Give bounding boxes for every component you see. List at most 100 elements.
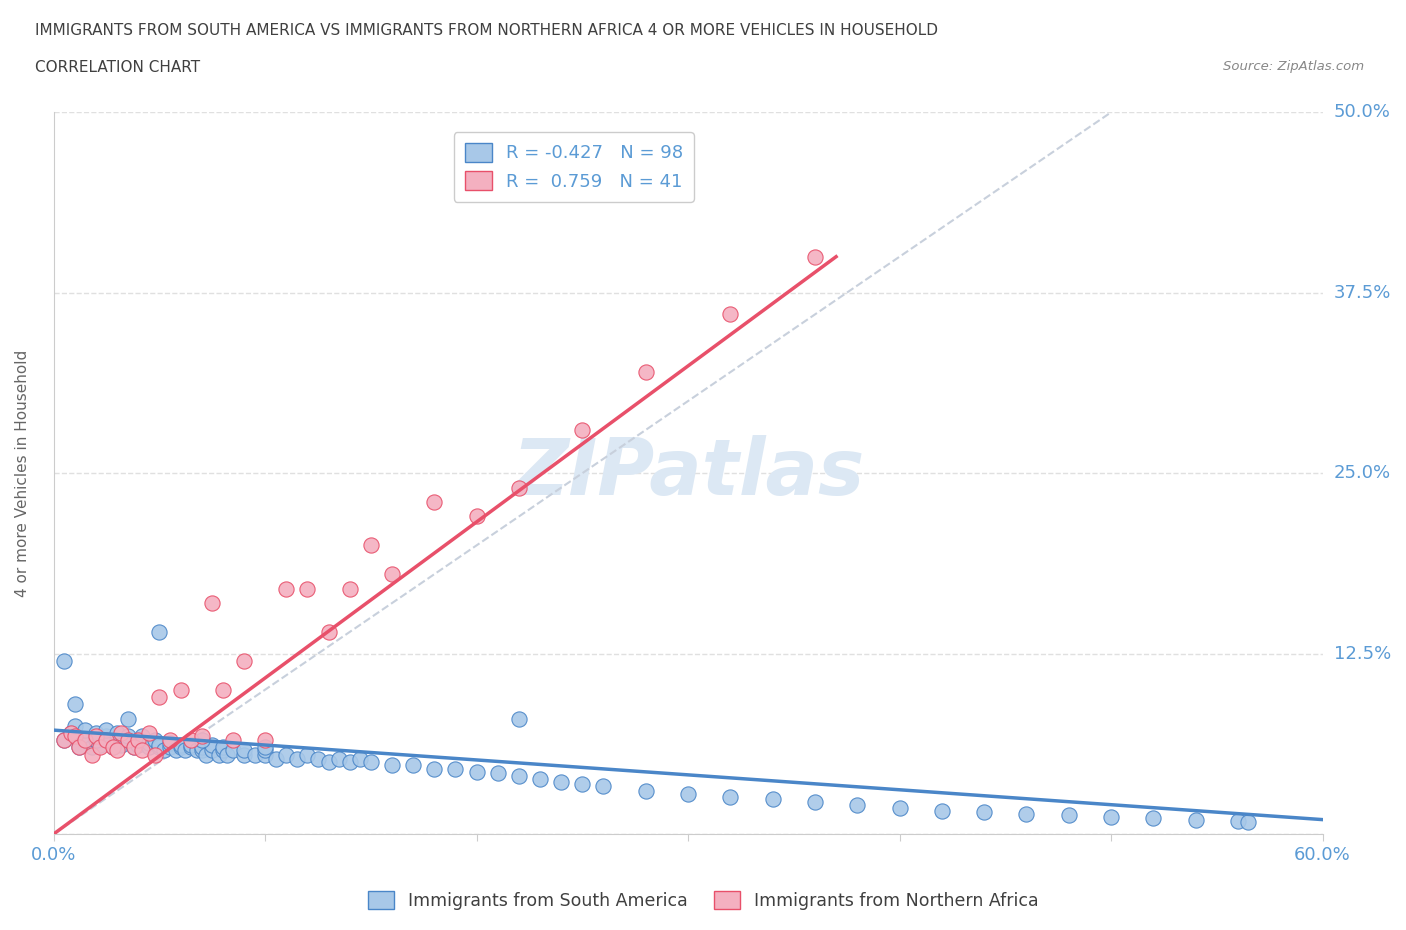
Point bbox=[571, 777, 593, 791]
Point bbox=[194, 747, 217, 762]
Point bbox=[264, 751, 287, 766]
Point bbox=[307, 751, 329, 766]
Point bbox=[718, 307, 741, 322]
Point bbox=[180, 733, 202, 748]
Legend: Immigrants from South America, Immigrants from Northern Africa: Immigrants from South America, Immigrant… bbox=[361, 884, 1045, 917]
Point bbox=[101, 740, 124, 755]
Legend: R = -0.427   N = 98, R =  0.759   N = 41: R = -0.427 N = 98, R = 0.759 N = 41 bbox=[454, 132, 695, 202]
Point bbox=[762, 792, 785, 807]
Point bbox=[254, 743, 277, 758]
Point bbox=[105, 733, 128, 748]
Point bbox=[80, 740, 103, 755]
Point bbox=[63, 718, 86, 733]
Point bbox=[211, 743, 233, 758]
Point bbox=[318, 625, 340, 640]
Point bbox=[1237, 815, 1260, 830]
Point bbox=[846, 798, 869, 813]
Point bbox=[143, 747, 166, 762]
Text: CORRELATION CHART: CORRELATION CHART bbox=[35, 60, 200, 75]
Point bbox=[59, 725, 82, 740]
Point bbox=[233, 747, 256, 762]
Point bbox=[96, 733, 118, 748]
Point bbox=[75, 723, 97, 737]
Point bbox=[180, 737, 202, 752]
Point bbox=[1015, 806, 1038, 821]
Point bbox=[101, 740, 124, 755]
Text: 12.5%: 12.5% bbox=[1334, 644, 1391, 662]
Point bbox=[169, 737, 191, 752]
Point bbox=[508, 769, 530, 784]
Text: ZIPatlas: ZIPatlas bbox=[512, 435, 865, 512]
Point bbox=[222, 733, 245, 748]
Point bbox=[508, 480, 530, 495]
Point bbox=[131, 728, 153, 743]
Point bbox=[75, 733, 97, 748]
Point bbox=[127, 737, 149, 752]
Point bbox=[423, 762, 446, 777]
Point bbox=[89, 737, 111, 752]
Point bbox=[190, 743, 212, 758]
Point bbox=[80, 747, 103, 762]
Point bbox=[201, 595, 224, 610]
Point bbox=[169, 740, 191, 755]
Point bbox=[117, 733, 139, 748]
Point bbox=[138, 736, 160, 751]
Point bbox=[276, 747, 298, 762]
Point bbox=[75, 733, 97, 748]
Point bbox=[63, 728, 86, 743]
Point bbox=[122, 740, 145, 755]
Point bbox=[676, 786, 699, 801]
Point bbox=[211, 740, 233, 755]
Point bbox=[201, 743, 224, 758]
Text: Source: ZipAtlas.com: Source: ZipAtlas.com bbox=[1223, 60, 1364, 73]
Point bbox=[276, 581, 298, 596]
Y-axis label: 4 or more Vehicles in Household: 4 or more Vehicles in Household bbox=[15, 350, 30, 597]
Point bbox=[211, 683, 233, 698]
Text: 37.5%: 37.5% bbox=[1334, 284, 1391, 301]
Point bbox=[233, 654, 256, 669]
Point bbox=[465, 764, 488, 779]
Point bbox=[148, 625, 170, 640]
Point bbox=[89, 740, 111, 755]
Point bbox=[550, 775, 572, 790]
Point bbox=[53, 733, 76, 748]
Point bbox=[173, 743, 195, 758]
Point bbox=[297, 581, 319, 596]
Point bbox=[889, 801, 911, 816]
Point bbox=[131, 743, 153, 758]
Point bbox=[84, 733, 107, 748]
Point bbox=[148, 740, 170, 755]
Point bbox=[285, 751, 308, 766]
Point bbox=[143, 733, 166, 748]
Point bbox=[180, 740, 202, 755]
Point bbox=[718, 789, 741, 804]
Point bbox=[138, 725, 160, 740]
Point bbox=[297, 747, 319, 762]
Point bbox=[402, 757, 425, 772]
Point bbox=[169, 683, 191, 698]
Point bbox=[159, 736, 181, 751]
Point bbox=[931, 804, 953, 818]
Point bbox=[360, 538, 382, 552]
Point bbox=[339, 754, 361, 769]
Point bbox=[190, 728, 212, 743]
Point bbox=[122, 740, 145, 755]
Point bbox=[67, 740, 90, 755]
Point bbox=[96, 723, 118, 737]
Point bbox=[96, 728, 118, 743]
Point bbox=[1184, 812, 1206, 827]
Point bbox=[190, 733, 212, 748]
Point bbox=[165, 743, 187, 758]
Point bbox=[529, 772, 551, 787]
Point bbox=[328, 751, 350, 766]
Point bbox=[444, 762, 467, 777]
Point bbox=[117, 711, 139, 726]
Point bbox=[254, 733, 277, 748]
Point bbox=[804, 249, 827, 264]
Point bbox=[254, 747, 277, 762]
Point bbox=[105, 725, 128, 740]
Point bbox=[634, 783, 657, 798]
Point bbox=[186, 743, 208, 758]
Point bbox=[233, 743, 256, 758]
Point bbox=[339, 581, 361, 596]
